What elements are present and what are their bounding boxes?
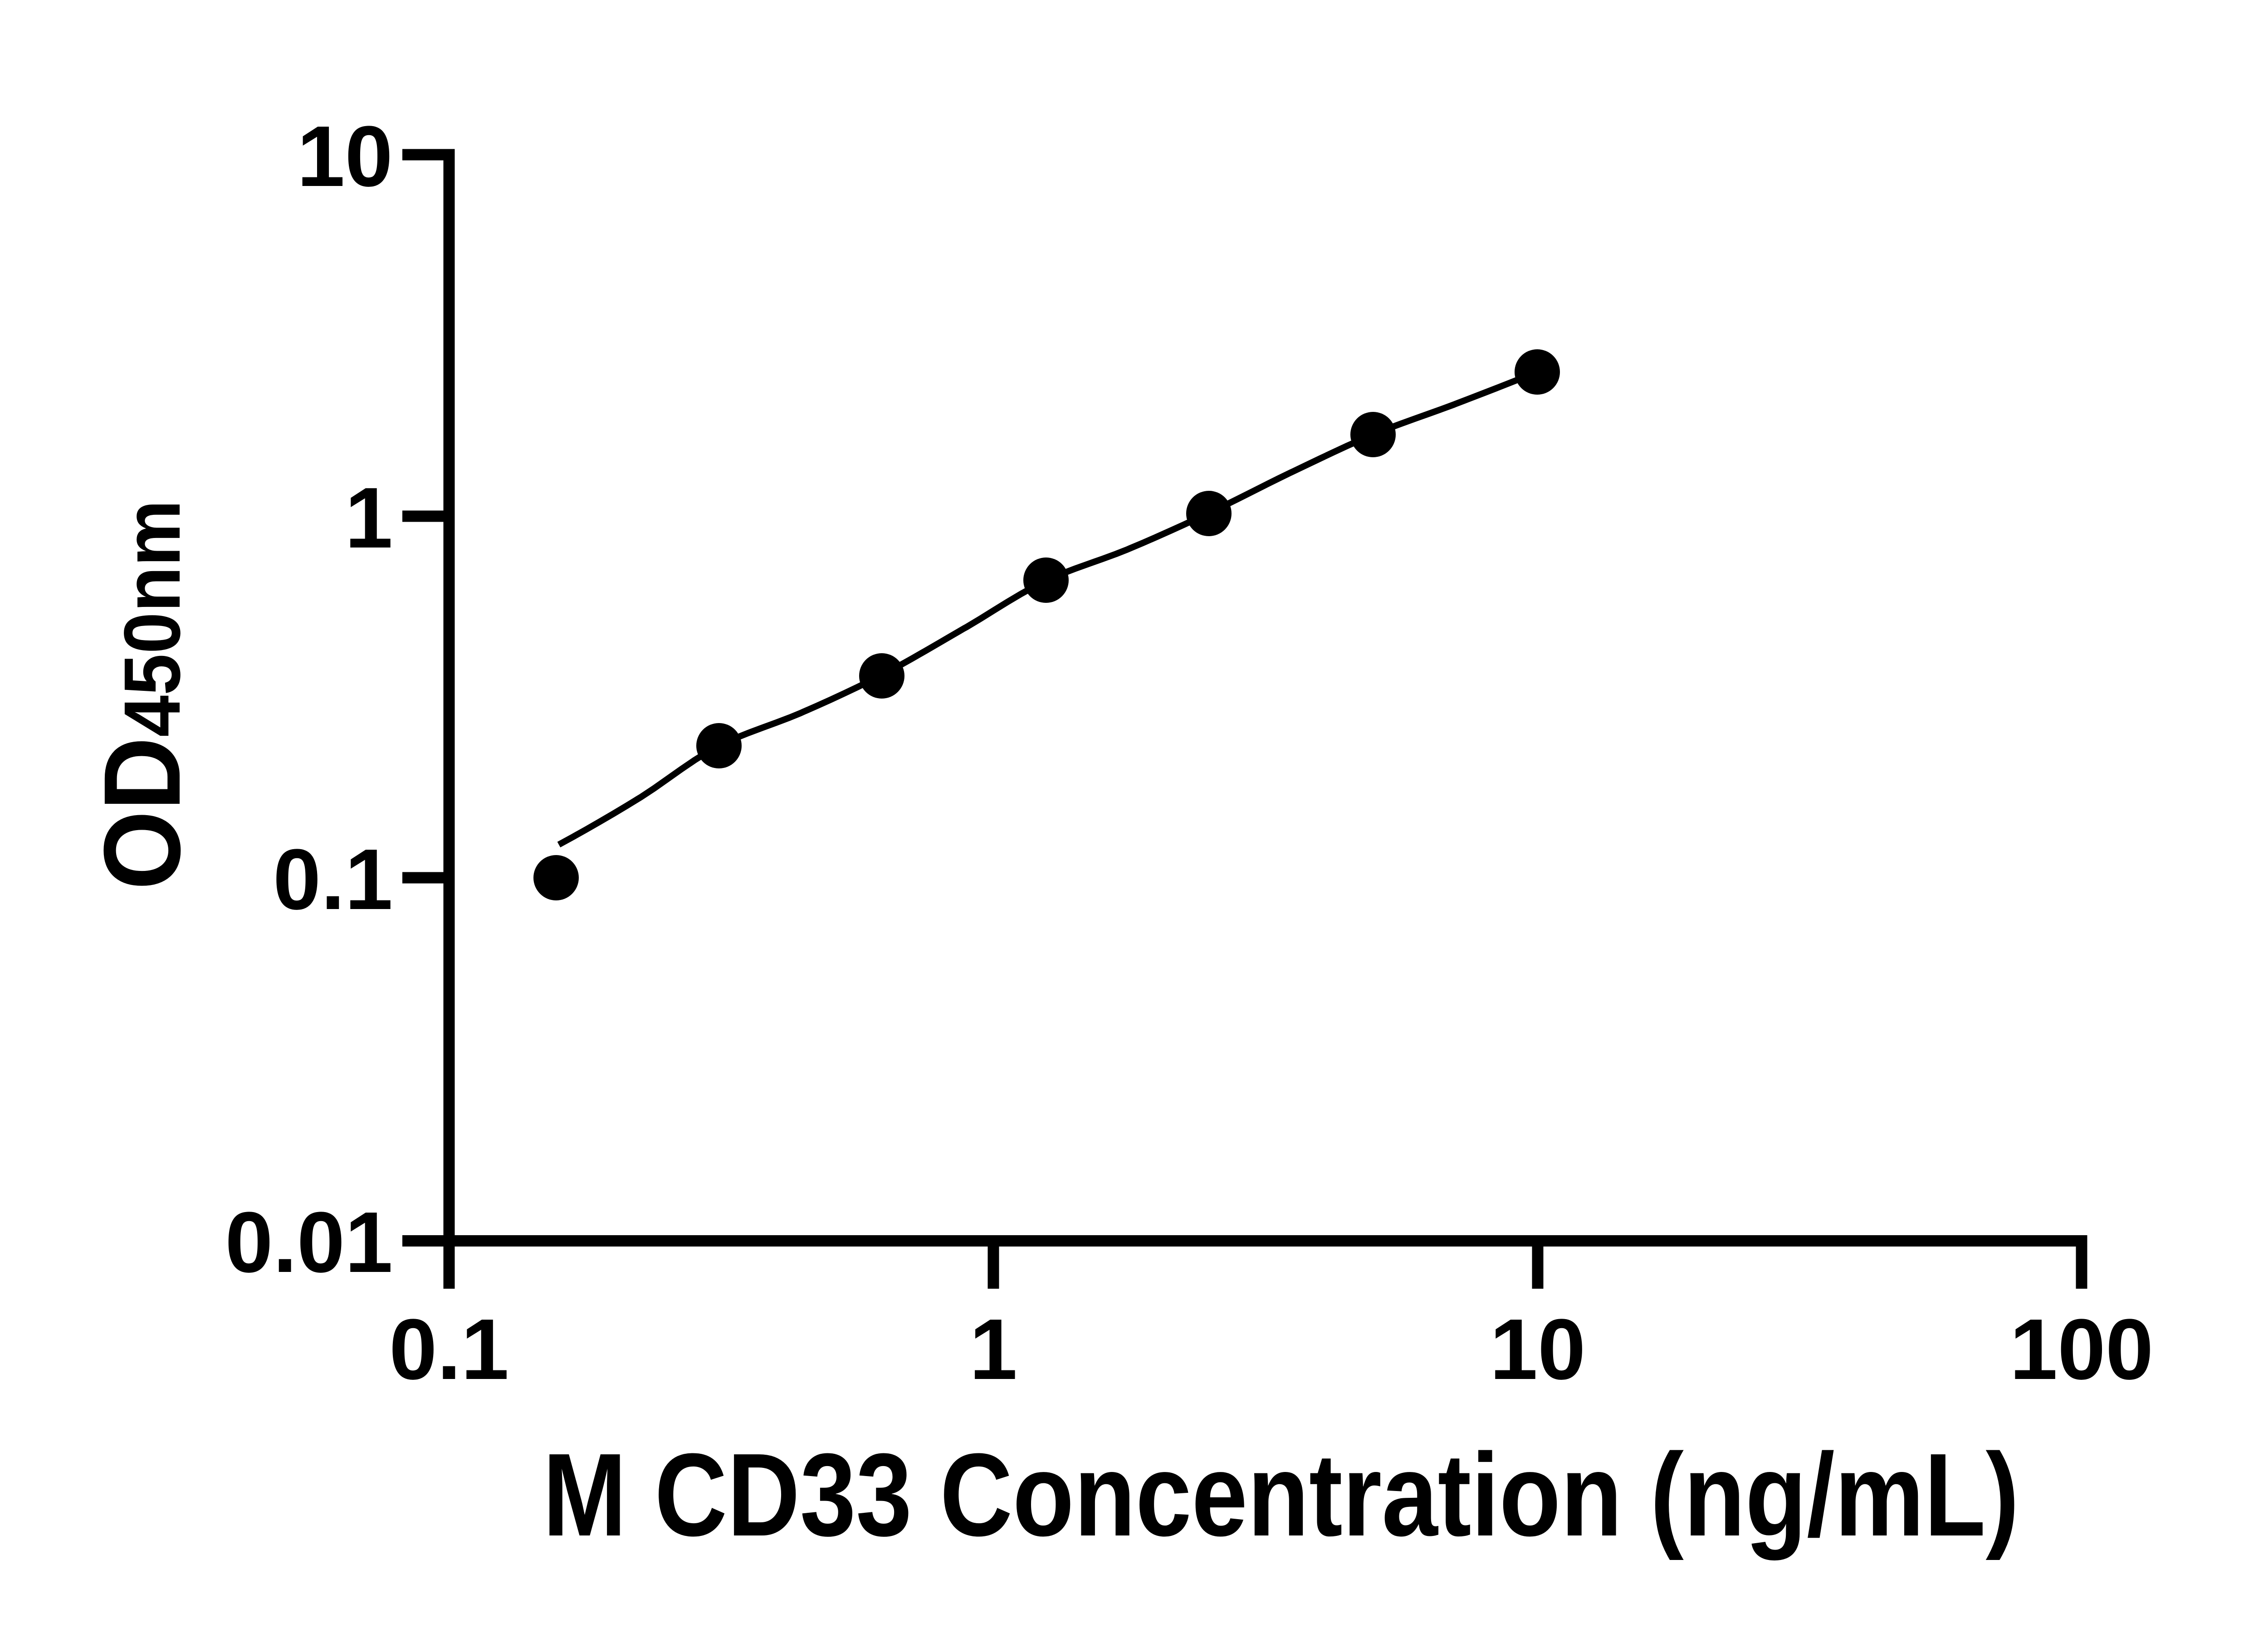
- svg-text:1: 1: [345, 470, 393, 566]
- svg-text:10: 10: [297, 108, 393, 205]
- svg-text:M CD33 Concentration (ng/mL): M CD33 Concentration (ng/mL): [543, 1429, 2019, 1561]
- svg-text:0.1: 0.1: [389, 1301, 509, 1398]
- svg-text:0.01: 0.01: [225, 1194, 393, 1291]
- svg-text:OD450nm: OD450nm: [81, 500, 203, 890]
- svg-text:1: 1: [969, 1301, 1017, 1398]
- svg-text:0.1: 0.1: [273, 831, 393, 928]
- svg-text:10: 10: [1490, 1301, 1585, 1398]
- svg-text:100: 100: [2009, 1301, 2153, 1398]
